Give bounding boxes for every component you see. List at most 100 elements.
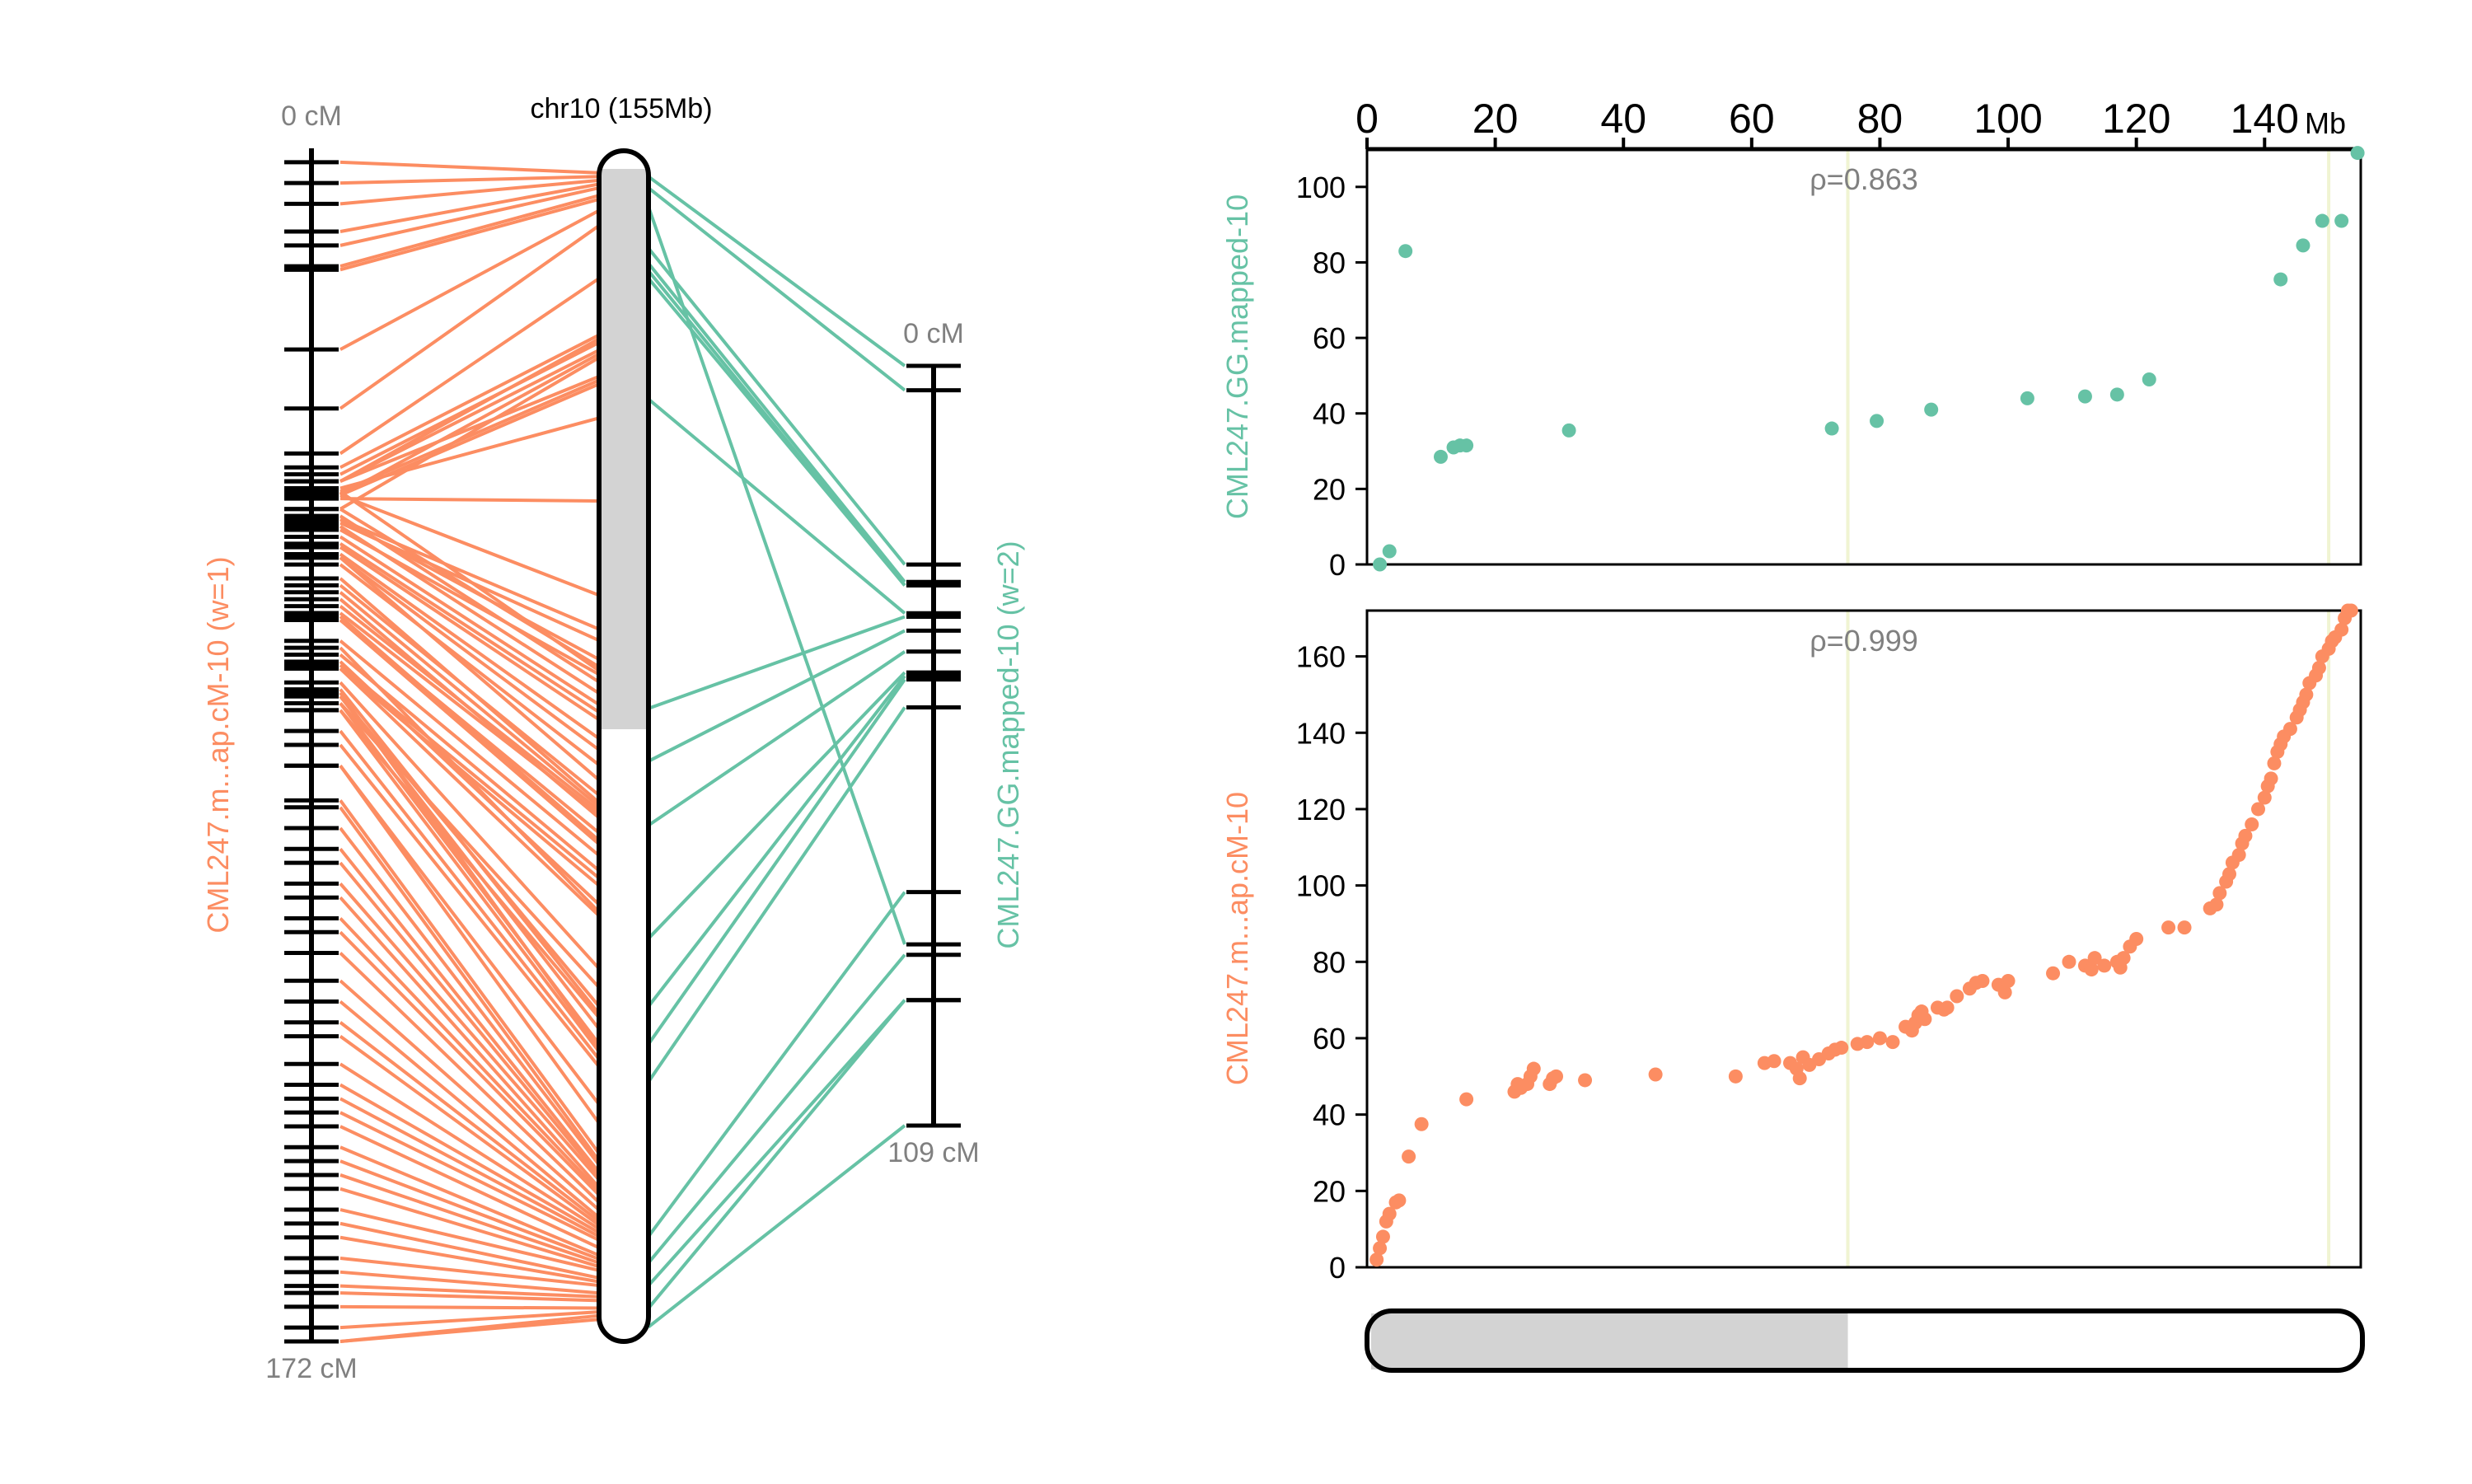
map1-link-line [339, 1111, 600, 1242]
map1-link-line [339, 178, 600, 206]
top-scatter-points [1373, 146, 2365, 572]
map1-link-line [339, 1173, 600, 1265]
scatter-point [1924, 402, 1939, 417]
map1-link-line [339, 826, 601, 1166]
map1-link-line [339, 618, 601, 846]
horizontal-chromosome [1365, 1308, 2365, 1373]
map1-link-line [339, 416, 600, 490]
map1-link-line [339, 552, 601, 740]
y-tick-label: 0 [1329, 548, 1346, 582]
map1-link-line [339, 1021, 601, 1223]
scatter-point [1459, 438, 1474, 453]
scatter-point [2257, 790, 2272, 805]
scatter-point [2097, 958, 2112, 973]
map1-link-line [339, 535, 601, 706]
scatter-point [1578, 1073, 1593, 1088]
bottom-plot-frame [1365, 609, 2362, 1269]
map2-link-line [647, 1124, 906, 1328]
map1-link-line [339, 1034, 601, 1227]
map1-link-line [339, 577, 601, 804]
map1-link-line [339, 1208, 600, 1272]
scatter-point [2177, 920, 2192, 935]
scatter-point [1382, 1206, 1397, 1221]
map2-link-line [647, 397, 906, 615]
map1-link-line [339, 175, 600, 185]
scatter-point [2046, 966, 2061, 981]
map1-link-line [339, 224, 601, 410]
map1-link-line [339, 667, 601, 917]
x-tick-label: 80 [1857, 96, 1903, 142]
scatter-point [1648, 1067, 1663, 1082]
top-x-axis-ticks: 0 20 40 60 80 100 120 140 [1355, 96, 2299, 149]
map1-link-line [339, 1270, 600, 1295]
map1-link-line [339, 861, 601, 1177]
map1-marker-ticks [284, 160, 339, 1344]
map1-link-line [339, 182, 600, 233]
map1-link-line [339, 525, 601, 695]
scatter-point [1860, 1035, 1875, 1050]
chromosome-body [597, 148, 651, 1344]
map1-link-line [339, 545, 601, 722]
scatter-point [1549, 1069, 1564, 1084]
map1-link-line [339, 1083, 600, 1234]
map2-link-line [647, 671, 906, 940]
scatter-point [2062, 954, 2076, 969]
y-tick-label: 120 [1296, 793, 1346, 826]
top-vertical-guides [1846, 149, 2331, 564]
scatter-point [2315, 213, 2329, 228]
bottom-y-axis-ticks: 0 20 40 60 80 100 120 140 160 [1296, 640, 1367, 1285]
y-tick-label: 100 [1296, 171, 1346, 204]
scatter-point [2084, 962, 2099, 977]
centromere-region [602, 169, 648, 729]
horizontal-chromosome-body [1365, 1308, 2365, 1373]
map1-link-line [339, 799, 601, 1155]
scatter-point [2350, 146, 2365, 161]
map1-link-line [339, 186, 600, 247]
map1-link-line [339, 806, 601, 1163]
scatter-point [2001, 973, 2016, 988]
map1-link-line [339, 681, 601, 970]
map1-link-line [339, 639, 601, 857]
x-tick-label: 0 [1355, 96, 1379, 142]
scatter-point [1561, 423, 1576, 438]
map1-link-line [339, 1256, 600, 1288]
map1-link-line [339, 1304, 600, 1310]
scatter-point [2212, 886, 2227, 901]
scatter-point [1392, 1193, 1407, 1208]
scatter-point [2231, 848, 2246, 863]
map1-link-line [339, 517, 600, 631]
chromosome-label: chr10 (155Mb) [530, 93, 712, 124]
scatter-point [2296, 238, 2310, 253]
map1-link-line [339, 349, 600, 483]
map1-link-line [339, 356, 601, 511]
scatter-point [1872, 1031, 1887, 1046]
bottom-vertical-guides [1846, 611, 2331, 1267]
map1-link-line [339, 660, 601, 906]
map1-axis-label: CML247.m...ap.cM-10 (w=1) [201, 556, 235, 933]
map1-link-line [339, 378, 600, 494]
scatter-point [1917, 1012, 1932, 1027]
x-tick-label: 60 [1729, 96, 1775, 142]
map1-link-line [339, 765, 601, 1106]
map2-link-line [648, 629, 906, 763]
map1-link-line [339, 1062, 601, 1231]
map1-link-line [339, 208, 600, 351]
scatter-point [2273, 272, 2288, 287]
scatter-point [2161, 920, 2176, 935]
y-tick-label: 60 [1313, 321, 1346, 355]
map1-link-line [339, 1291, 600, 1303]
map1-link-line [339, 691, 601, 1049]
y-tick-label: 80 [1313, 246, 1346, 279]
scatter-point [1975, 973, 1990, 988]
map2-link-line [647, 953, 906, 1264]
scatter-point [1940, 1000, 1955, 1015]
map1-link-line [339, 556, 601, 751]
scatter-point [1824, 421, 1839, 436]
map1-link-line [339, 277, 601, 456]
map2-link-line [647, 262, 906, 583]
x-unit-label: Mb [2305, 106, 2346, 140]
top-y-axis-ticks: 0 20 40 60 80 100 [1296, 171, 1367, 582]
scatter-point [2077, 389, 2092, 404]
map2-link-line [647, 186, 906, 392]
map1-link-line [339, 1318, 600, 1343]
